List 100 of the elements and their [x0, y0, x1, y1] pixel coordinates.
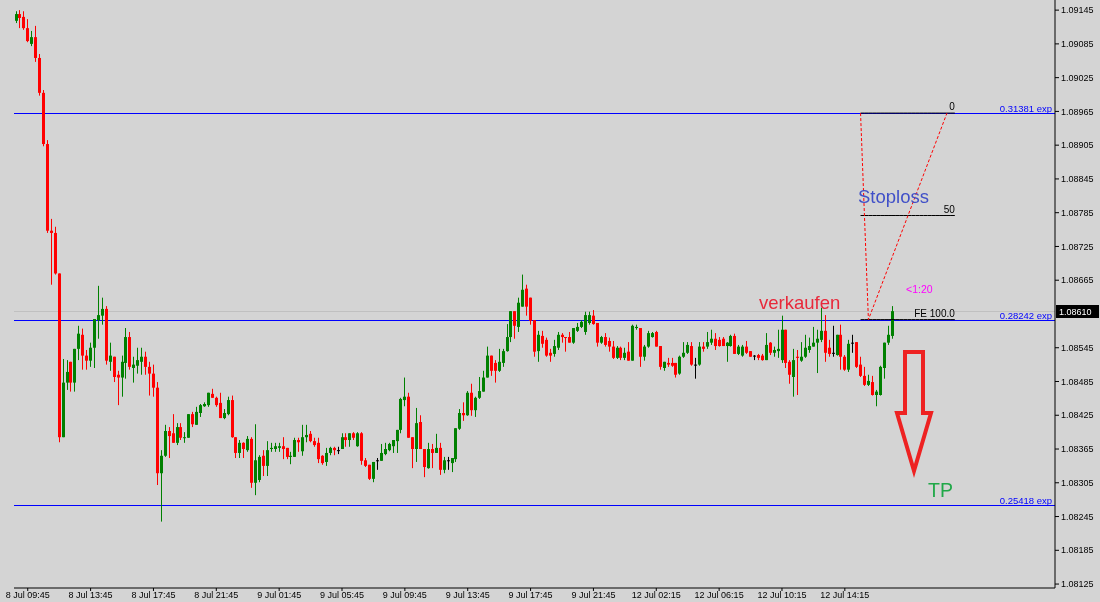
candlestick	[690, 341, 693, 367]
y-tick-label: 1.09085	[1061, 39, 1094, 50]
candlestick	[537, 330, 540, 363]
y-tick-label: 1.08965	[1061, 106, 1094, 117]
candlestick	[26, 18, 29, 43]
candlestick	[733, 333, 736, 355]
candlestick	[545, 337, 548, 358]
candlestick	[765, 332, 768, 361]
candlestick	[227, 396, 230, 416]
x-tick-label: 9 Jul 17:45	[508, 590, 553, 601]
candlestick	[195, 406, 198, 426]
x-tick-label: 12 Jul 10:15	[757, 590, 807, 601]
candlestick	[81, 328, 84, 371]
candlestick	[478, 376, 481, 400]
y-tick-label: 1.08545	[1061, 342, 1094, 353]
y-tick-label: 1.08845	[1061, 174, 1094, 185]
ref-line-label: 1.08610	[1059, 307, 1092, 317]
candlestick	[494, 359, 497, 384]
candlestick	[238, 439, 241, 459]
candlestick	[812, 326, 815, 348]
x-tick-label: 9 Jul 09:45	[382, 590, 427, 601]
candlestick	[792, 348, 795, 398]
candlestick	[470, 383, 473, 417]
candlestick	[160, 449, 163, 523]
series-label: 50	[943, 203, 956, 215]
candlestick	[612, 340, 615, 360]
x-tick-label: 12 Jul 06:15	[694, 590, 744, 601]
y-tick-label: 1.08485	[1061, 376, 1094, 387]
y-tick-label: 1.09145	[1061, 5, 1094, 16]
annotation: verkaufen	[759, 292, 841, 313]
candlestick	[698, 341, 701, 367]
x-tick-label: 9 Jul 01:45	[257, 590, 302, 601]
x-tick-label: 9 Jul 21:45	[571, 590, 616, 601]
y-tick-label: 1.08365	[1061, 444, 1094, 455]
candlestick	[258, 454, 261, 483]
candlestick	[301, 424, 304, 457]
candlestick	[109, 342, 112, 372]
candlestick	[832, 325, 835, 358]
annotation: <1:20	[906, 283, 933, 295]
candlestick	[101, 297, 104, 326]
candlestick	[427, 442, 430, 470]
candlestick	[172, 413, 175, 444]
ref-line-label: 0.25418 exp	[999, 494, 1052, 506]
candlestick	[564, 336, 567, 353]
ref-line-label: 0.31381 exp	[999, 102, 1052, 114]
candlestick	[113, 356, 116, 383]
candlestick	[148, 361, 151, 397]
y-tick-label: 1.08305	[1061, 477, 1094, 488]
candlestick	[800, 341, 803, 363]
x-tick-label: 8 Jul 17:45	[131, 590, 176, 601]
candlestick	[502, 348, 505, 368]
x-tick-label: 8 Jul 13:45	[68, 590, 113, 601]
candlestick	[804, 334, 807, 359]
candlestick	[851, 334, 854, 354]
candlestick	[89, 342, 92, 368]
candlestick	[144, 351, 147, 376]
candlestick	[694, 357, 697, 380]
candlestick	[466, 390, 469, 417]
candlestick	[474, 396, 477, 418]
y-tick-label: 1.08725	[1061, 241, 1094, 252]
candlestick	[132, 356, 135, 384]
candlestick	[824, 314, 827, 363]
y-tick-label: 1.08245	[1061, 511, 1094, 522]
candlestick	[85, 349, 88, 371]
ref-line-label: 0.28242 exp	[999, 309, 1052, 321]
candlestick	[486, 346, 489, 379]
series-label: FE 100.0	[914, 307, 956, 319]
candlestick	[525, 284, 528, 317]
y-tick-label: 1.09025	[1061, 72, 1094, 83]
x-tick-label: 9 Jul 05:45	[319, 590, 365, 601]
candlestick	[66, 359, 69, 391]
candlestick	[325, 447, 328, 467]
y-tick-label: 1.08665	[1061, 275, 1094, 286]
candlestick	[435, 433, 438, 454]
candlestick	[816, 329, 819, 374]
candlestick	[293, 437, 296, 458]
y-tick-label: 1.08425	[1061, 410, 1094, 421]
candlestick	[498, 348, 501, 373]
candlestick	[447, 456, 450, 471]
x-tick-label: 12 Jul 02:15	[631, 590, 681, 601]
y-tick-label: 1.08905	[1061, 140, 1094, 151]
candlestick	[627, 341, 630, 362]
candlestick	[168, 426, 171, 459]
annotation: TP	[928, 479, 953, 501]
candlestick	[796, 349, 799, 396]
x-tick-label: 8 Jul 21:45	[194, 590, 239, 601]
candlestick	[140, 347, 143, 376]
candlestick	[266, 440, 269, 477]
y-tick-label: 1.08785	[1061, 207, 1094, 218]
candlestick	[678, 355, 681, 376]
candlestick	[136, 347, 139, 375]
x-tick-label: 9 Jul 13:45	[445, 590, 490, 601]
candlestick	[22, 10, 25, 31]
candlestick	[871, 375, 874, 397]
candlestick	[34, 25, 37, 63]
candlestick	[584, 311, 587, 336]
candlestick	[423, 448, 426, 478]
candlestick	[431, 443, 434, 469]
x-tick-label: 12 Jul 14:15	[820, 590, 870, 601]
candlestick	[317, 437, 320, 464]
